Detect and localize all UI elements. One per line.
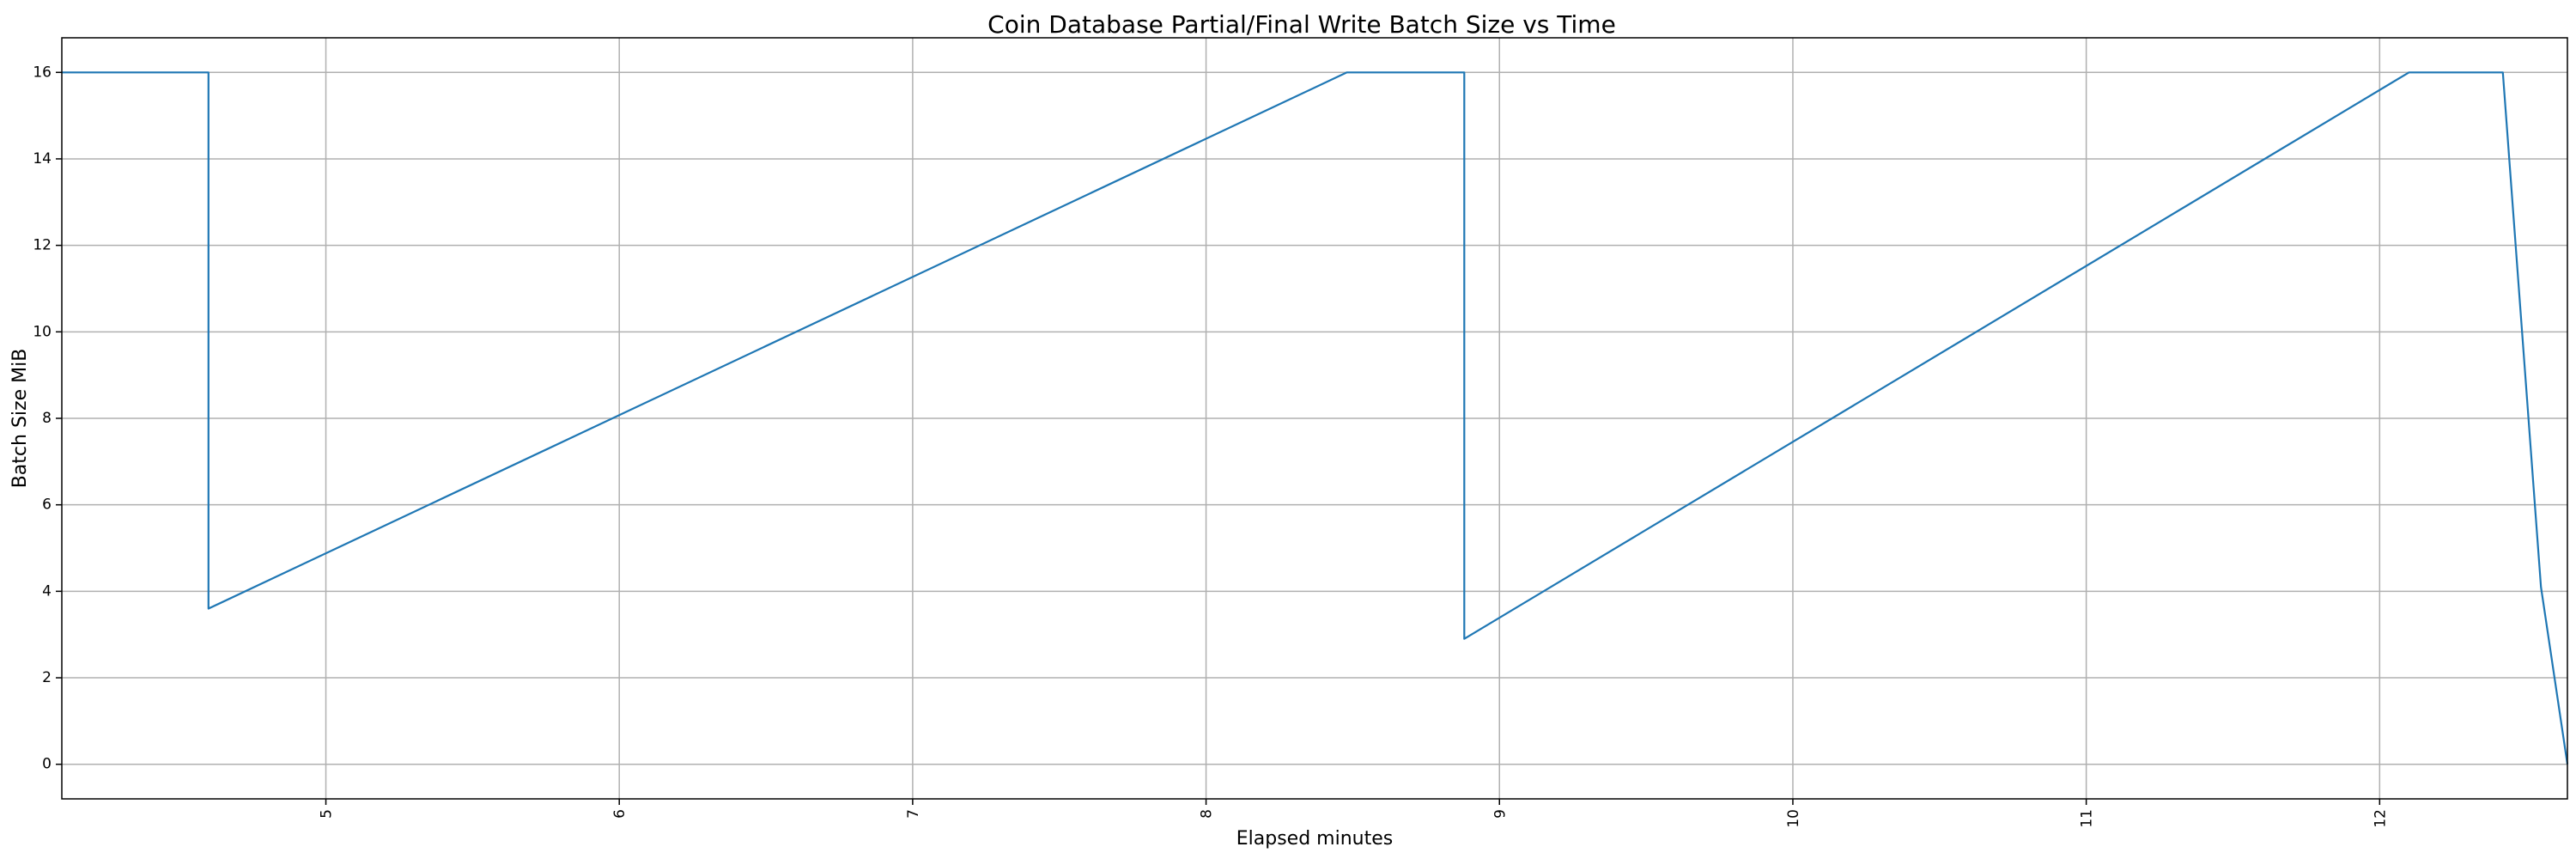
y-tick-label: 6 — [42, 497, 52, 514]
y-tick-label: 4 — [42, 582, 52, 600]
x-tick-label: 5 — [319, 809, 336, 819]
chart-title: Coin Database Partial/Final Write Batch … — [987, 10, 1616, 39]
y-axis: 0 2 4 6 8 10 12 14 16 — [33, 64, 62, 773]
x-tick-label: 9 — [1492, 809, 1509, 819]
y-tick-label: 12 — [33, 237, 52, 254]
y-tick-label: 8 — [42, 410, 52, 427]
x-tick-label: 12 — [2372, 809, 2389, 828]
series-line — [62, 71, 2569, 765]
x-tick-label: 7 — [905, 809, 922, 819]
y-tick-label: 14 — [33, 150, 52, 168]
x-axis: 5 6 7 8 9 10 11 12 — [319, 799, 2389, 828]
x-axis-label: Elapsed minutes — [1236, 828, 1393, 850]
y-tick-label: 2 — [42, 669, 52, 686]
x-tick-label: 11 — [2079, 809, 2096, 828]
grid — [62, 38, 2567, 799]
x-tick-label: 6 — [611, 809, 629, 819]
series-group — [62, 71, 2569, 765]
x-tick-label: 10 — [1785, 809, 1802, 828]
y-tick-label: 16 — [33, 64, 52, 81]
x-tick-label: 8 — [1199, 809, 1216, 819]
y-axis-label: Batch Size MiB — [9, 349, 31, 489]
y-tick-label: 0 — [42, 756, 52, 773]
y-tick-label: 10 — [33, 323, 52, 340]
